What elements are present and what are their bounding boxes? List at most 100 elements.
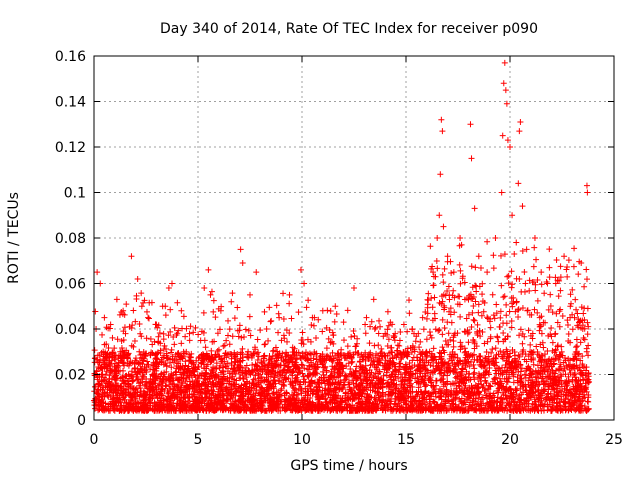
data-point	[231, 315, 238, 322]
data-point	[280, 290, 287, 297]
data-point	[254, 357, 261, 364]
data-point	[338, 346, 345, 353]
data-point	[313, 334, 320, 341]
data-point	[173, 331, 180, 338]
data-point	[456, 261, 463, 268]
data-point	[170, 333, 177, 340]
data-point	[546, 246, 553, 253]
data-point	[424, 301, 431, 308]
data-point	[154, 324, 161, 331]
data-point	[549, 309, 556, 316]
data-point	[229, 290, 236, 297]
data-point	[457, 313, 464, 320]
data-point	[333, 310, 340, 317]
data-point	[257, 366, 264, 373]
data-point	[535, 374, 542, 381]
data-point	[345, 360, 352, 367]
data-point	[105, 344, 112, 351]
data-point	[475, 309, 482, 316]
data-point	[474, 328, 481, 335]
data-point	[475, 301, 482, 308]
data-point	[239, 345, 246, 352]
data-point	[541, 407, 548, 414]
chart-title: Day 340 of 2014, Rate Of TEC Index for r…	[160, 21, 538, 37]
data-point	[562, 354, 569, 361]
data-point	[258, 374, 265, 381]
data-point	[433, 377, 440, 384]
data-point	[549, 339, 556, 346]
data-point	[387, 319, 394, 326]
data-point	[516, 275, 523, 282]
data-point	[197, 337, 204, 344]
data-point	[557, 274, 564, 281]
data-point	[358, 351, 365, 358]
data-point	[242, 368, 249, 375]
data-point	[573, 336, 580, 343]
data-point	[490, 252, 497, 259]
data-point	[521, 288, 528, 295]
data-point	[500, 329, 507, 336]
data-point	[298, 361, 305, 368]
data-point	[544, 347, 551, 354]
data-point	[459, 365, 466, 372]
data-point	[423, 366, 430, 373]
data-point	[446, 351, 453, 358]
data-point	[98, 349, 105, 356]
data-point	[215, 378, 222, 385]
data-point	[526, 365, 533, 372]
data-point	[555, 293, 562, 300]
data-point	[268, 317, 275, 324]
data-point	[304, 365, 311, 372]
data-point	[347, 353, 354, 360]
data-point	[410, 354, 417, 361]
data-point	[413, 389, 420, 396]
data-point	[92, 308, 99, 315]
data-point	[571, 245, 578, 252]
data-point	[433, 258, 440, 265]
data-point	[370, 296, 377, 303]
data-point	[477, 358, 484, 365]
data-point	[557, 263, 564, 270]
data-point	[406, 297, 413, 304]
data-point	[489, 291, 496, 298]
data-point	[448, 319, 455, 326]
data-point	[341, 377, 348, 384]
data-point	[224, 368, 231, 375]
data-point	[278, 337, 285, 344]
data-point	[501, 293, 508, 300]
data-point	[168, 364, 175, 371]
data-point	[575, 324, 582, 331]
data-point	[377, 350, 384, 357]
data-point	[138, 290, 145, 297]
data-point	[262, 341, 269, 348]
data-point	[473, 288, 480, 295]
data-point	[362, 321, 369, 328]
data-point	[529, 335, 536, 342]
data-point	[324, 352, 331, 359]
data-point	[265, 337, 272, 344]
data-point	[581, 283, 588, 290]
data-point	[272, 344, 279, 351]
data-point	[441, 265, 448, 272]
data-point	[484, 314, 491, 321]
data-point	[275, 329, 282, 336]
data-point	[486, 371, 493, 378]
data-point	[500, 320, 507, 327]
data-point	[212, 314, 219, 321]
data-point	[286, 300, 293, 307]
data-point	[319, 328, 326, 335]
data-point	[576, 319, 583, 326]
data-point	[525, 353, 532, 360]
data-point	[547, 291, 554, 298]
data-point	[507, 406, 514, 413]
data-point	[436, 326, 443, 333]
data-point	[471, 317, 478, 324]
data-point	[574, 343, 581, 350]
data-point	[261, 341, 268, 348]
data-point	[537, 323, 544, 330]
data-point	[445, 330, 452, 337]
data-point	[435, 327, 442, 334]
data-point	[123, 301, 130, 308]
data-point	[364, 370, 371, 377]
data-point	[521, 269, 528, 276]
